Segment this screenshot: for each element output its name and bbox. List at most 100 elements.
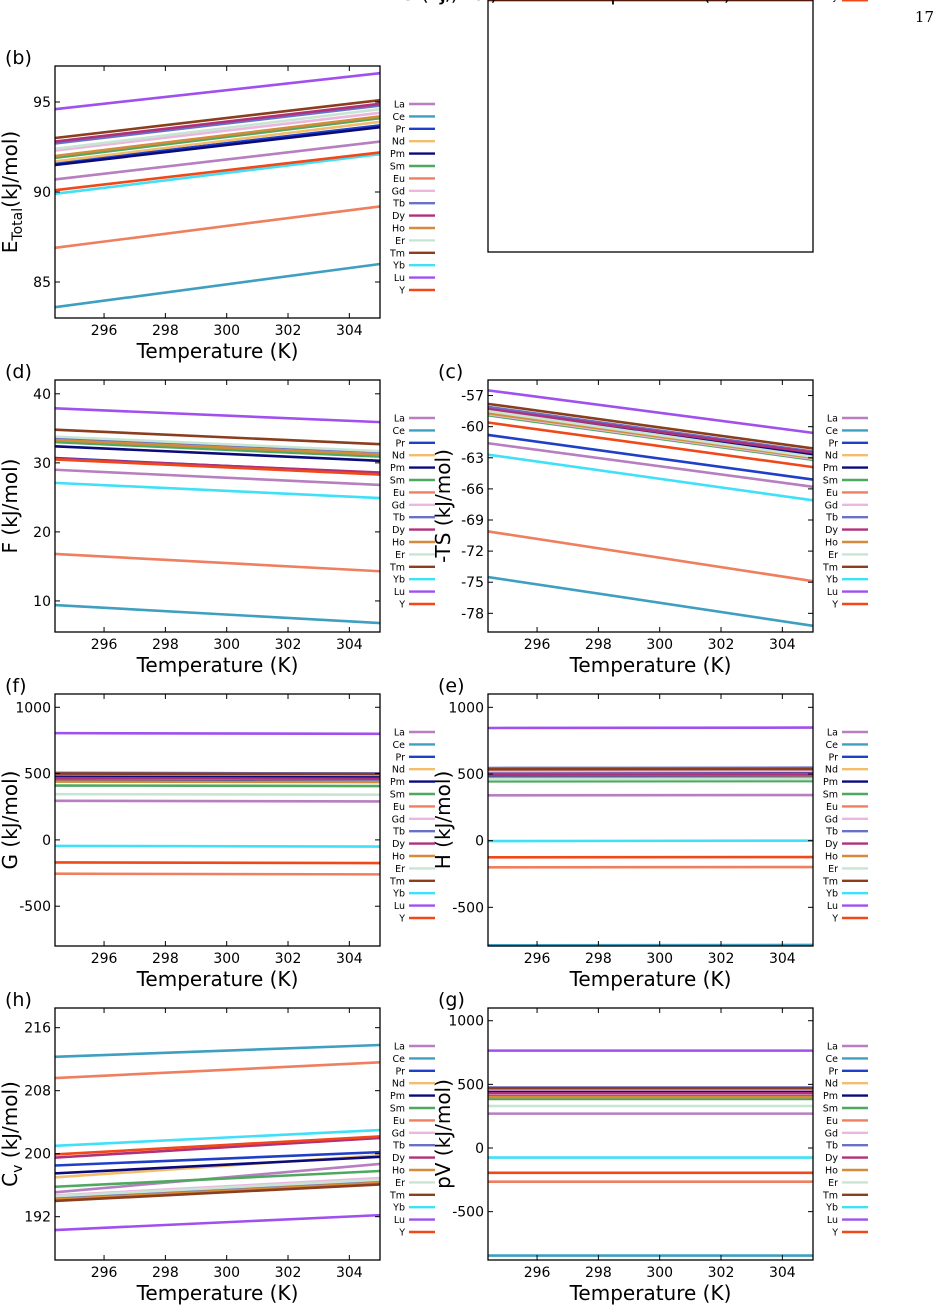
legend-label-Tm: Tm	[822, 0, 838, 3]
panel-label: (f)	[5, 675, 27, 697]
y-tick-label: 500	[457, 1077, 484, 1093]
series-line-Gd	[54, 111, 381, 152]
series-line-Sm	[54, 1169, 381, 1189]
x-tick-label: 302	[708, 951, 735, 967]
y-axis-label-main: E	[0, 241, 22, 254]
legend-label-Pr: Pr	[396, 752, 406, 763]
x-tick-label: 304	[769, 637, 796, 653]
legend-label-Tb: Tb	[392, 827, 405, 838]
panel-label: (g)	[438, 989, 465, 1011]
legend-label-Nd: Nd	[825, 1079, 838, 1090]
legend-label-Ho: Ho	[392, 852, 405, 863]
legend-label-Lu: Lu	[827, 901, 838, 912]
plot-frame	[487, 0, 814, 253]
y-tick-label: 1000	[15, 700, 51, 716]
y-tick-label: -75	[461, 575, 484, 591]
legend-label-Eu: Eu	[826, 488, 838, 499]
chart-panel-h: (h) 296 298 300 302 304 216 208 200 192 Temperatur…	[0, 989, 435, 1305]
x-tick-label: 296	[91, 323, 118, 339]
x-tick-label: 304	[769, 0, 796, 4]
y-tick-label: 192	[24, 1210, 51, 1226]
legend-label-La: La	[827, 728, 838, 739]
y-tick-label: 20	[33, 525, 51, 541]
legend-label-Eu: Eu	[393, 488, 405, 499]
series-line-Sm	[54, 440, 381, 458]
series-line-Pm	[54, 774, 381, 779]
y-tick-label: 40	[33, 387, 51, 403]
series-line-Eu	[54, 205, 381, 250]
legend-label-Dy: Dy	[825, 525, 838, 536]
series-line-Yb	[487, 453, 814, 502]
y-tick-label: 250	[457, 0, 484, 4]
chart-panel-e: (e) 296 298 300 302 304 1000 500 0 -500 Temperatur…	[431, 675, 868, 991]
legend-label-La: La	[394, 1042, 405, 1053]
legend-label-Tm: Tm	[822, 876, 838, 887]
legend-label-Lu: Lu	[827, 1215, 838, 1226]
legend-label-Dy: Dy	[392, 839, 405, 850]
x-tick-label: 296	[91, 1265, 118, 1281]
series-line-Er	[54, 107, 381, 151]
series-line-Ce	[54, 603, 381, 625]
legend-label-Lu: Lu	[394, 587, 405, 598]
legend-label-Dy: Dy	[825, 839, 838, 850]
x-axis-label: Temperature (K)	[569, 653, 732, 677]
legend-label-Yb: Yb	[825, 0, 838, 3]
legend-label-Tm: Tm	[822, 562, 838, 573]
series-line-Er	[54, 1178, 381, 1198]
legend-label-Ce: Ce	[826, 740, 839, 751]
legend-label-Pr: Pr	[829, 752, 839, 763]
legend-label-Nd: Nd	[825, 765, 838, 776]
legend-label-Y: Y	[831, 914, 838, 925]
series-line-Eu	[487, 530, 814, 583]
y-tick-label: 500	[457, 767, 484, 783]
legend-label-Sm: Sm	[390, 162, 405, 173]
chart-panel-b: (b) 296 298 300 302 304 85 90 95 Temperature (K) E…	[0, 47, 435, 363]
series-line-La	[54, 140, 381, 181]
page-number: 17	[914, 8, 934, 26]
x-tick-label: 298	[585, 951, 612, 967]
y-tick-label: 275	[457, 0, 484, 4]
legend-label-Pm: Pm	[390, 777, 405, 788]
series-line-Tm	[54, 772, 381, 776]
y-tick-label: -500	[452, 1205, 484, 1221]
y-tick-label: 0	[475, 834, 484, 850]
y-tick-label: -500	[452, 900, 484, 916]
x-tick-label: 300	[213, 951, 240, 967]
plot-frame	[487, 379, 814, 633]
x-tick-label: 302	[708, 1265, 735, 1281]
y-tick-label: 85	[33, 275, 51, 291]
legend-label-Dy: Dy	[392, 525, 405, 536]
y-tick-label: 90	[33, 185, 51, 201]
series-line-Ho	[54, 438, 381, 456]
legend-label-Yb: Yb	[825, 575, 838, 586]
panel-label: (c)	[438, 361, 463, 383]
y-tick-label: 225	[457, 0, 484, 4]
series-line-Er	[487, 409, 814, 459]
y-axis-label: F (kJ/mol)	[0, 459, 22, 554]
legend-label-Eu: Eu	[393, 802, 405, 813]
legend-label-Pr: Pr	[829, 0, 839, 3]
legend-label-Pr: Pr	[829, 438, 839, 449]
y-tick-label: 0	[42, 833, 51, 849]
legend-label-Nd: Nd	[392, 765, 405, 776]
series-line-Pm	[54, 125, 381, 167]
x-axis-label: Temperature (K)	[569, 0, 732, 5]
plot-frame	[54, 693, 381, 947]
x-axis-label: Temperature (K)	[136, 1281, 299, 1305]
y-axis-label-rest: (kJ/mol)	[0, 131, 22, 208]
legend-label-Pr: Pr	[396, 438, 406, 449]
y-tick-label: 10	[33, 594, 51, 610]
legend-label-Dy: Dy	[392, 211, 405, 222]
legend-label-Sm: Sm	[390, 476, 405, 487]
legend-label-Ho: Ho	[825, 0, 838, 3]
series-line-Ce	[54, 1043, 381, 1059]
series-line-Tm	[54, 98, 381, 140]
y-tick-label: 30	[33, 456, 51, 472]
legend-label-Eu: Eu	[393, 174, 405, 185]
legend-label-Y: Y	[831, 600, 838, 611]
legend-label-Gd: Gd	[825, 500, 838, 511]
legend-label-Lu: Lu	[394, 273, 405, 284]
legend-label-Y: Y	[831, 1228, 838, 1239]
legend-label-La: La	[827, 0, 838, 3]
